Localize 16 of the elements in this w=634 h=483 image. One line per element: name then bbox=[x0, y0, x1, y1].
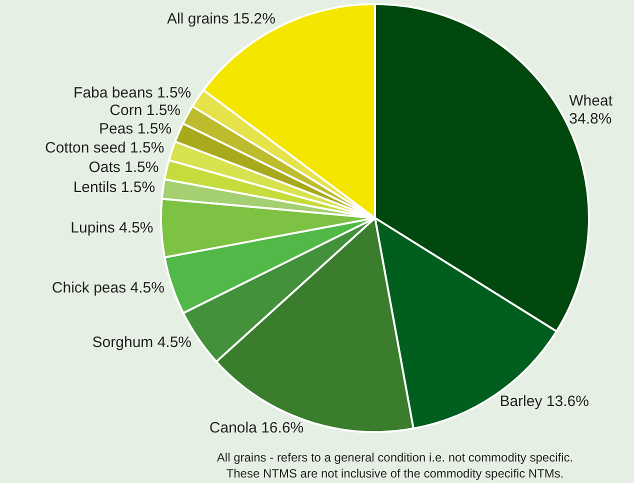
slice-label: Oats 1.5% bbox=[88, 158, 159, 176]
slice-label: Faba beans 1.5% bbox=[74, 84, 192, 102]
slice-label: Lentils 1.5% bbox=[73, 179, 156, 196]
slice-label: Chick peas 4.5% bbox=[52, 280, 164, 297]
slice-label: All grains 15.2% bbox=[167, 10, 276, 28]
data-label: 34.8% bbox=[569, 110, 612, 128]
slice-label: Lupins 4.5% bbox=[70, 220, 154, 237]
slice-label: Corn 1.5% bbox=[110, 102, 181, 120]
slice-label: Canola 16.6% bbox=[209, 419, 304, 436]
text: These NTMS are not inclusive of the commodity specific NTMs. bbox=[226, 466, 564, 480]
slice-label: Wheat bbox=[569, 92, 614, 110]
slice-label: Barley 13.6% bbox=[500, 392, 589, 410]
text: All grains - refers to a general condition i.e. not commodity specific. bbox=[216, 450, 574, 464]
slice-label: Sorghum 4.5% bbox=[92, 334, 192, 352]
slice-label: Peas 1.5% bbox=[98, 120, 172, 138]
slice-label: Cotton seed 1.5% bbox=[44, 139, 164, 156]
